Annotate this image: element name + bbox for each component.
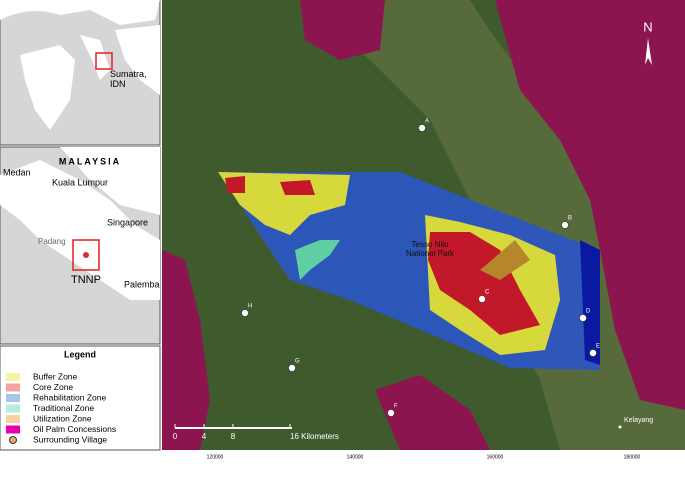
village-marker [418, 124, 426, 132]
village-label: A [425, 119, 429, 125]
village-marker [387, 409, 395, 417]
land [0, 0, 160, 130]
park-label: Tesso Nilo National Park [406, 240, 455, 258]
village-label: B [568, 216, 572, 222]
core-zone [428, 232, 540, 335]
country-label: MALAYSIA [59, 156, 121, 166]
legend-swatch [6, 404, 20, 413]
legend-label: Traditional Zone [33, 403, 94, 413]
village-marker [241, 309, 249, 317]
scale-label: 0 [173, 432, 178, 441]
village-label: H [248, 304, 252, 310]
easting-label: 180000 [624, 454, 641, 460]
easting-label: 140000 [347, 454, 364, 460]
village-marker [579, 314, 587, 322]
easting-label: 120000 [207, 454, 224, 460]
village-marker [478, 295, 486, 303]
legend-swatch [6, 425, 20, 434]
village-label: G [295, 359, 300, 365]
town-label: Kelayang [624, 417, 653, 424]
legend-swatch [6, 383, 20, 392]
north-arrow [645, 38, 652, 65]
oil-palm [375, 375, 490, 450]
legend [0, 345, 161, 451]
village-label: F [394, 404, 398, 410]
rehabilitation-zone [580, 240, 600, 365]
legend-label: Oil Palm Concessions [33, 424, 116, 434]
villages: A B C D E F G H [241, 119, 600, 417]
park-label: TNNP [71, 274, 101, 286]
locator-box [95, 52, 113, 70]
scale-bar: 0 4 8 16 Kilometers [173, 424, 339, 441]
oil-palm [162, 250, 210, 450]
city-label: Medan [3, 167, 31, 177]
town-dot [618, 425, 622, 429]
legend-swatch [6, 394, 20, 402]
oil-palm [495, 0, 685, 410]
park-dot [83, 252, 89, 258]
buffer-zone [218, 172, 350, 235]
village-label: D [586, 309, 591, 315]
village-marker [561, 221, 569, 229]
locator-box [72, 239, 100, 271]
core-zone [225, 176, 315, 195]
traditional-zone [295, 240, 340, 280]
easting-ticks: 120000 140000 160000 180000 [207, 454, 641, 460]
legend-label: Surrounding Village [33, 434, 107, 444]
city-label: Padang [38, 237, 66, 246]
legend-label: Core Zone [33, 382, 73, 392]
main-map: Tesso Nilo National Park A B C D E F G H Kelayan… [162, 0, 685, 450]
inset-label: Sumatra, IDN [110, 69, 147, 89]
village-marker [589, 349, 597, 357]
north-label: N [643, 19, 652, 34]
legend-swatch [6, 373, 20, 381]
land [0, 147, 160, 300]
scale-label: 4 [202, 432, 207, 441]
oil-palm [300, 0, 385, 60]
legend-swatch [9, 436, 17, 444]
village-marker [288, 364, 296, 372]
legend-title: Legend [64, 349, 96, 359]
city-label: Kuala Lumpur [52, 177, 108, 187]
utilization-zone [480, 240, 530, 280]
easting-label: 160000 [487, 454, 504, 460]
city-label: Palemba [124, 279, 160, 289]
legend-label: Buffer Zone [33, 371, 78, 381]
scale-label: 16 Kilometers [290, 432, 339, 441]
village-label: C [485, 290, 490, 296]
scale-label: 8 [231, 432, 236, 441]
city-label: Singapore [107, 217, 148, 227]
legend-label: Rehabilitation Zone [33, 392, 107, 402]
legend-label: Utilization Zone [33, 413, 92, 423]
legend-swatch [6, 415, 20, 423]
village-label: E [596, 344, 600, 350]
